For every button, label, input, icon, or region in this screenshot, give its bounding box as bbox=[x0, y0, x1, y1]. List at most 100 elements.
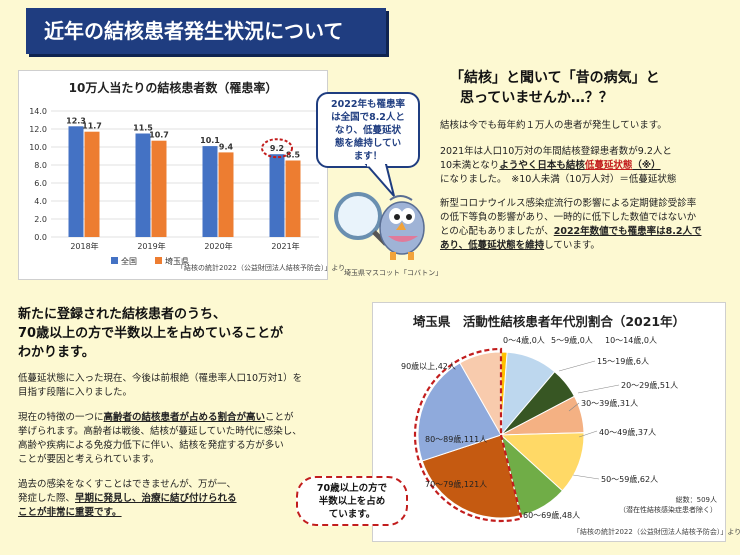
text: 10未満となり bbox=[440, 160, 500, 171]
bar-value-label: 11.7 bbox=[82, 122, 102, 131]
bar-value-label: 8.5 bbox=[286, 151, 301, 160]
bar bbox=[135, 133, 151, 237]
bar-value-label: 12.3 bbox=[66, 116, 86, 125]
bubble-line: 態を維持してい bbox=[334, 138, 402, 149]
left-paragraph-2: 現在の特徴の一つに高齢者の結核患者が占める割合が高いことが 挙げられます。高齢者… bbox=[18, 411, 363, 467]
mascot-caption: 埼玉県マスコット「コバトン」 bbox=[344, 269, 443, 277]
text-line: になりました。 ※10人未満（10万人対）＝低蔓延状態 bbox=[440, 174, 677, 185]
text-line: との心配もありましたが、2022年数値でも罹患率は8.2人で bbox=[440, 225, 736, 239]
leader-line bbox=[568, 402, 580, 412]
text-line: ことが要因と考えられています。 bbox=[18, 454, 160, 465]
y-tick-label: 10.0 bbox=[29, 143, 47, 152]
pie-label: 5～9歳,0人 bbox=[551, 335, 593, 345]
pie-chart-panel: 埼玉県 活動性結核患者年代別割合（2021年） 0～4歳,0人 5～9歳,0人 10… bbox=[372, 302, 740, 542]
left-heading-line: わかります。 bbox=[18, 345, 95, 360]
callout-line: 半数以上を占め bbox=[318, 496, 386, 507]
speech-bubble: 2022年も罹患率 は全国で8.2人と なり、低蔓延状 態を維持してい ます！ bbox=[316, 92, 420, 168]
text-line: の低下等負の影響があり、一時的に低下した数値ではないか bbox=[440, 212, 697, 223]
bar-value-label: 10.7 bbox=[149, 131, 169, 140]
pie-label: 40～49歳,37人 bbox=[599, 427, 656, 437]
bar-chart: 0.0 2.0 4.0 6.0 8.0 10.0 12.0 14.0 12.311.7 2018年… bbox=[29, 107, 319, 266]
leader-line bbox=[572, 474, 600, 480]
legend-label: 全国 bbox=[121, 256, 137, 266]
text-line: 2021年は人口10万対の年間結核登録患者数が9.2人と bbox=[440, 146, 672, 157]
bar-chart-source: 「結核の統計2022（公益財団法人結核予防会）」より bbox=[177, 264, 346, 272]
pie-slice bbox=[499, 432, 585, 492]
pie-label: 90歳以上,42人 bbox=[401, 361, 456, 371]
right-paragraph-2: 2021年は人口10万対の年間結核登録患者数が9.2人と 10未満となりようやく… bbox=[440, 145, 732, 187]
legend-label: 埼玉県 bbox=[165, 256, 189, 266]
y-tick-label: 4.0 bbox=[34, 197, 47, 206]
bar bbox=[151, 140, 167, 237]
pie-chart-source: 「結核の統計2022（公益財団法人結核予防会）」より bbox=[573, 528, 740, 536]
emphasis: （※） bbox=[632, 160, 661, 171]
leader-line bbox=[558, 360, 596, 372]
callout-line: 70歳以上の方で bbox=[316, 483, 388, 494]
emphasis: 高齢者の結核患者が占める割合が高い bbox=[103, 412, 266, 423]
text-line: 目指す段階に入りました。 bbox=[18, 387, 133, 398]
bar bbox=[218, 152, 234, 237]
legend-swatch bbox=[155, 257, 162, 264]
pie-label: 15～19歳,6人 bbox=[597, 356, 649, 366]
bubble-line: 2022年も罹患率 bbox=[331, 99, 405, 110]
bar bbox=[202, 146, 218, 237]
text: しています。 bbox=[544, 240, 600, 251]
right-heading-line: 「結核」と聞いて「昔の病気」と bbox=[450, 70, 660, 86]
y-tick-label: 14.0 bbox=[29, 107, 47, 116]
pie-chart-title: 埼玉県 活動性結核患者年代別割合（2021年） bbox=[412, 314, 686, 329]
text: との心配もありましたが、 bbox=[440, 226, 554, 237]
pie-label: 80～89歳,111人 bbox=[425, 434, 487, 444]
text-line: 発症した際、早期に発見し、治療に結び付けられる bbox=[18, 492, 308, 506]
bar bbox=[84, 131, 100, 237]
text-line: 10未満となりようやく日本も結核低蔓延状態（※） bbox=[440, 159, 732, 173]
right-heading: 「結核」と聞いて「昔の病気」と 思っていませんか…？？ bbox=[450, 68, 736, 108]
x-tick-label: 2018年 bbox=[70, 241, 98, 251]
pie-label: 10～14歳,0人 bbox=[605, 335, 657, 345]
bar-value-label: 11.5 bbox=[133, 124, 153, 133]
text: 発症した際、 bbox=[18, 493, 76, 504]
pie-label: 20～29歳,51人 bbox=[621, 380, 678, 390]
bubble-line: なり、低蔓延状 bbox=[334, 125, 402, 136]
x-tick-label: 2021年 bbox=[271, 241, 299, 251]
right-paragraph-1: 結核は今でも毎年約１万人の患者が発生しています。 bbox=[440, 120, 667, 131]
bubble-tail bbox=[364, 164, 395, 197]
total-line: 総数：509人 bbox=[675, 496, 717, 504]
bar-value-label: 9.4 bbox=[219, 142, 234, 151]
right-paragraph-3: 新型コロナウイルス感染症流行の影響による定期健診受診率 の低下等負の影響があり、… bbox=[440, 197, 736, 253]
emphasis: あり、低蔓延状態を維持 bbox=[440, 240, 545, 251]
text: ことが bbox=[265, 412, 294, 423]
pie-slice bbox=[417, 362, 502, 462]
left-paragraph-3: 過去の感染をなくすことはできませんが、万が一、 発症した際、早期に発見し、治療に… bbox=[18, 478, 308, 520]
bar bbox=[68, 126, 84, 237]
bubble-line: ます！ bbox=[353, 151, 383, 162]
y-tick-label: 6.0 bbox=[34, 179, 47, 188]
text-line: 高齢や疾病による免疫力低下に伴い、結核を発症する方が多い bbox=[18, 440, 284, 451]
legend-swatch bbox=[111, 257, 118, 264]
pie-slice bbox=[421, 434, 522, 519]
leader-line bbox=[577, 384, 620, 394]
left-heading-line: 新たに登録された結核患者のうち、 bbox=[18, 307, 227, 322]
left-heading-line: 70歳以上の方で半数以上を占めていることが bbox=[18, 326, 284, 341]
pie-label: 50～59歳,62人 bbox=[601, 474, 658, 484]
left-heading: 新たに登録された結核患者のうち、 70歳以上の方で半数以上を占めていることが わ… bbox=[18, 305, 358, 362]
text-line: 低蔓延状態に入った現在、今後は前根絶（罹患率人口10万対1）を bbox=[18, 373, 303, 384]
emphasis: ことが非常に重要です。 bbox=[18, 507, 122, 518]
pie-label: 70～79歳,121人 bbox=[425, 479, 487, 489]
bar-chart-panel: 10万人当たりの結核患者数（罹患率） 0.0 2.0 4.0 6.0 8.0 10.0 12… bbox=[18, 70, 346, 280]
pie-chart: 0～4歳,0人 5～9歳,0人 10～14歳,0人 15～19歳,6人 20～29歳,5… bbox=[401, 335, 678, 523]
text-line: あり、低蔓延状態を維持しています。 bbox=[440, 239, 736, 253]
pie-label: 0～4歳,0人 bbox=[503, 335, 545, 345]
page-title: 近年の結核患者発生状況について bbox=[26, 8, 386, 54]
y-tick-label: 0.0 bbox=[34, 233, 47, 242]
bar bbox=[285, 160, 301, 237]
y-tick-label: 12.0 bbox=[29, 125, 47, 134]
emphasis: ようやく日本も結核 bbox=[499, 160, 585, 171]
x-tick-label: 2020年 bbox=[204, 241, 232, 251]
x-tick-label: 2019年 bbox=[137, 241, 165, 251]
elderly-callout: 70歳以上の方で 半数以上を占め ています。 bbox=[296, 476, 408, 526]
pie-label: 60～69歳,48人 bbox=[523, 510, 580, 520]
left-paragraph-1: 低蔓延状態に入った現在、今後は前根絶（罹患率人口10万対1）を 目指す段階に入り… bbox=[18, 372, 363, 400]
emphasis: 2022年数値でも罹患率は8.2人で bbox=[553, 226, 702, 237]
text-line: 挙げられます。高齢者は戦後、結核が蔓延していた時代に感染し、 bbox=[18, 426, 302, 437]
dove-mascot-with-magnifier-icon bbox=[334, 192, 425, 260]
